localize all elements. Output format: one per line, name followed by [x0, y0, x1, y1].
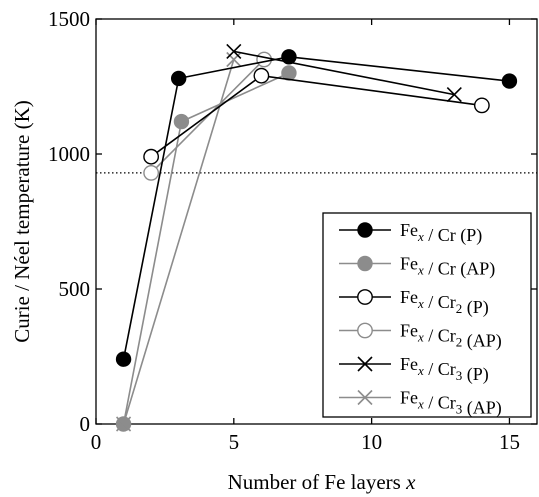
y-tick-label-0: 0 [80, 412, 91, 436]
legend-marker-5 [357, 356, 373, 372]
series-5-line [233, 50, 455, 96]
legend-item-3: Fex / Cr2 (P) [339, 287, 489, 318]
legend-label-1: Fex / Cr (P) [400, 220, 482, 246]
series-1-point-3 [281, 49, 297, 65]
legend-item-4: Fex / Cr2 (AP) [339, 321, 502, 352]
x-axis-title-variable: x [405, 470, 416, 494]
series-5 [226, 43, 462, 103]
x-tick-label-15: 15 [499, 430, 520, 454]
series-2-point-2 [173, 113, 190, 130]
legend-item-6: Fex / Cr3 (AP) [339, 388, 502, 419]
legend: Fex / Cr (P)Fex / Cr (AP)Fex / Cr2 (P)Fe… [322, 212, 532, 419]
y-axis-title: Curie / Néel temperature (K) [10, 100, 34, 343]
series-1 [115, 49, 518, 367]
legend-marker-4 [357, 322, 373, 339]
plot-frame [95, 18, 538, 425]
series-3-line [150, 74, 482, 158]
y-tick-label-500: 500 [59, 277, 91, 301]
legend-label-2: Fex / Cr (AP) [400, 254, 495, 280]
series-4-point-1 [143, 164, 160, 181]
legend-label-4: Fex / Cr2 (AP) [400, 321, 502, 352]
legend-label-3: Fex / Cr2 (P) [400, 287, 489, 318]
legend-label-6: Fex / Cr3 (AP) [400, 388, 502, 419]
series-5-point-2 [446, 87, 462, 103]
legend-marker-1 [357, 222, 373, 238]
legend-marker-6 [357, 389, 373, 406]
x-tick-label-5: 5 [229, 430, 240, 454]
series-1-point-2 [170, 70, 187, 87]
legend-item-2: Fex / Cr (AP) [339, 254, 495, 280]
legend-box [322, 212, 532, 418]
x-tick-label-10: 10 [361, 430, 382, 454]
series-6 [115, 51, 242, 432]
series-4-point-2 [256, 51, 273, 68]
legend-item-5: Fex / Cr3 (P) [339, 354, 489, 385]
series-6-point-2 [226, 51, 242, 68]
y-tick-label-1000: 1000 [48, 142, 90, 166]
axes [95, 18, 538, 425]
series-6-line [122, 59, 235, 425]
series-3-point-1 [143, 148, 160, 165]
series-4-line [150, 58, 265, 174]
legend-label-5: Fex / Cr3 (P) [400, 354, 489, 385]
series-3-point-3 [473, 97, 490, 114]
series-6-point-1 [115, 416, 132, 432]
series-5-point-1 [226, 43, 242, 59]
series-1-point-4 [501, 73, 518, 89]
x-axis-title-text: Number of Fe layers [228, 470, 406, 494]
series-3-point-2 [253, 67, 270, 84]
series-2-line [122, 72, 290, 425]
series-group [115, 43, 518, 432]
tick-labels: 0 5 10 15 0 500 1000 1500 [48, 7, 520, 454]
series-3 [143, 67, 490, 165]
legend-marker-3 [357, 289, 373, 305]
x-tick-label-0: 0 [91, 430, 102, 454]
y-tick-label-1500: 1500 [48, 7, 90, 31]
x-axis-title: Number of Fe layers x [228, 470, 416, 494]
legend-marker-2 [357, 255, 373, 272]
series-2 [115, 65, 297, 432]
legend-item-1: Fex / Cr (P) [339, 220, 482, 246]
series-1-line [122, 55, 510, 360]
series-1-point-1 [115, 351, 132, 367]
